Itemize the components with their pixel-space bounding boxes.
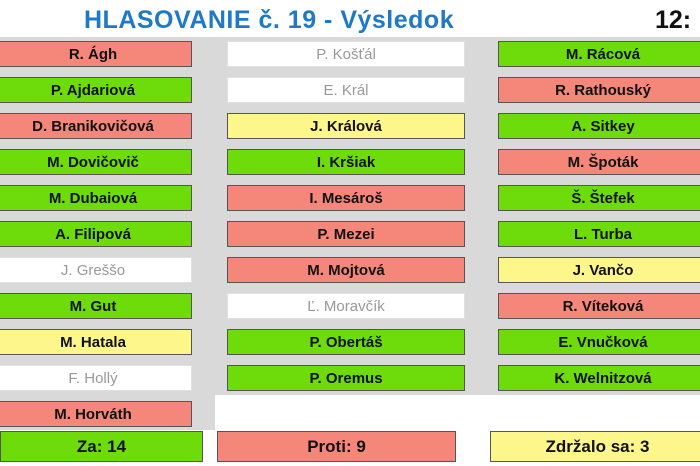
member-vote-cell: M. Hatala — [0, 329, 192, 355]
member-vote-cell: Ľ. Moravčík — [227, 293, 465, 319]
member-vote-cell: M. Gut — [0, 293, 192, 319]
member-vote-cell: M. Dovičovič — [0, 149, 192, 175]
member-vote-cell: M. Horváth — [0, 401, 192, 427]
member-vote-cell: K. Welnitzová — [498, 365, 700, 391]
member-vote-cell: R. Ágh — [0, 41, 192, 67]
member-vote-cell: R. Rathouský — [498, 77, 700, 103]
member-vote-cell: M. Rácová — [498, 41, 700, 67]
member-vote-cell: A. Sitkey — [498, 113, 700, 139]
member-vote-cell: J. Králová — [227, 113, 465, 139]
summary-zdrzal: Zdržalo sa: 3 — [490, 431, 700, 462]
member-vote-cell: R. Víteková — [498, 293, 700, 319]
page-title: HLASOVANIE č. 19 - Výsledok — [84, 6, 455, 34]
empty-area — [215, 395, 700, 430]
member-vote-cell: Š. Štefek — [498, 185, 700, 211]
member-vote-cell: P. Košťál — [227, 41, 465, 67]
member-vote-cell: M. Dubaiová — [0, 185, 192, 211]
member-vote-cell: A. Filipová — [0, 221, 192, 247]
member-vote-cell: J. Vančo — [498, 257, 700, 283]
summary-za: Za: 14 — [0, 431, 203, 462]
member-vote-cell: E. Vnučková — [498, 329, 700, 355]
member-vote-cell: M. Špoták — [498, 149, 700, 175]
member-vote-cell: E. Král — [227, 77, 465, 103]
clock: 12: — [655, 6, 692, 34]
member-vote-cell: I. Mesároš — [227, 185, 465, 211]
member-vote-cell: L. Turba — [498, 221, 700, 247]
summary-proti: Proti: 9 — [217, 431, 456, 462]
member-vote-cell: I. Kršiak — [227, 149, 465, 175]
member-vote-cell: J. Greššo — [0, 257, 192, 283]
member-vote-cell: F. Hollý — [0, 365, 192, 391]
member-vote-cell: P. Oremus — [227, 365, 465, 391]
member-vote-cell: D. Branikovičová — [0, 113, 192, 139]
member-vote-cell: P. Obertáš — [227, 329, 465, 355]
member-vote-cell: P. Mezei — [227, 221, 465, 247]
member-vote-cell: M. Mojtová — [227, 257, 465, 283]
member-vote-cell: P. Ajdariová — [0, 77, 192, 103]
